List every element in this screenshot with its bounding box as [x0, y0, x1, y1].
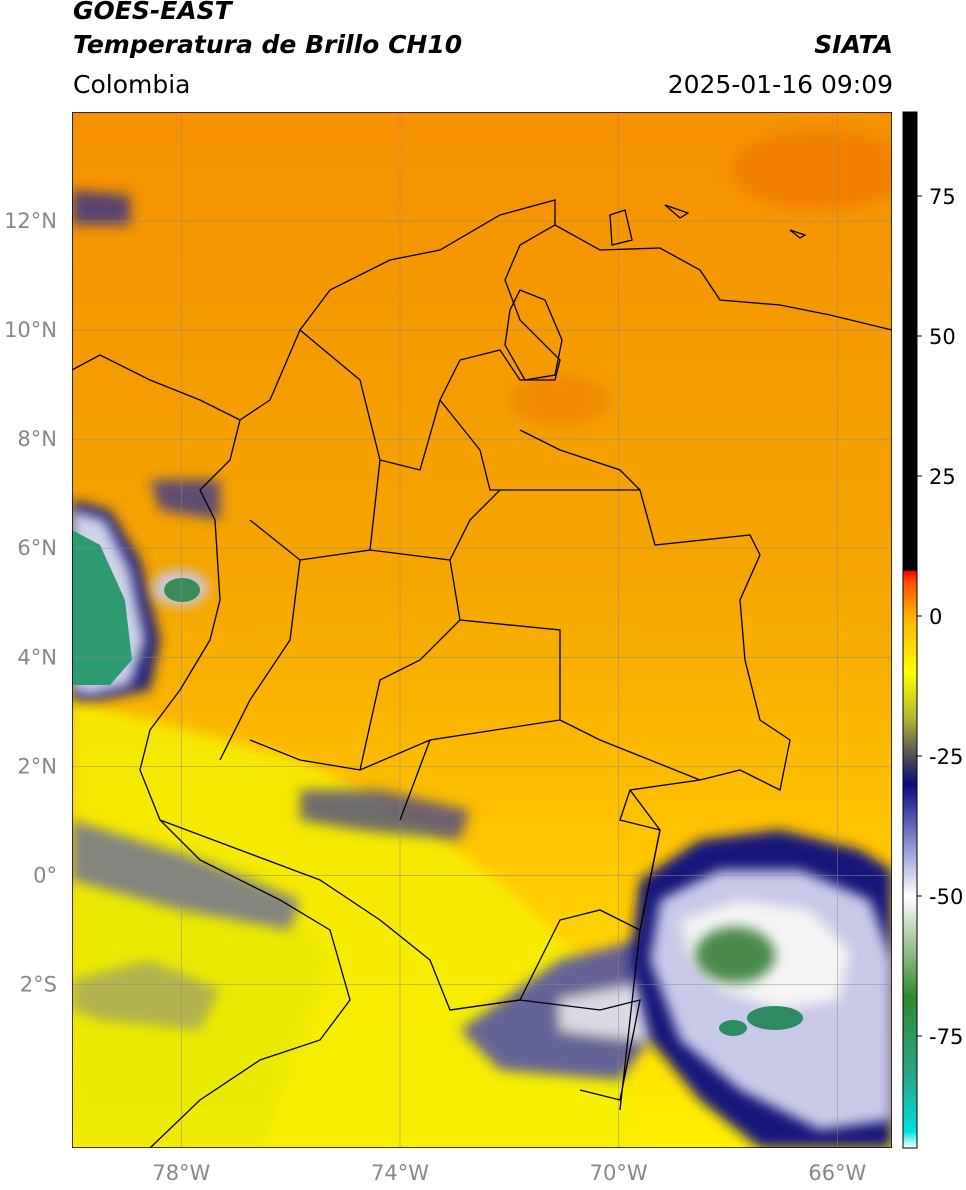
timestamp-label: 2025-01-16 09:09 [667, 70, 893, 99]
islands [609, 204, 807, 246]
colorbar-tick-label-2: 25 [929, 465, 956, 489]
satellite-title: GOES-EAST [73, 0, 232, 25]
borders [72, 199, 892, 1148]
lat-tick-label-1: 10°N [4, 318, 57, 342]
colorbar-scale [902, 111, 918, 1149]
latitude-axis: 12°N 10°N 8°N 6°N 4°N 2°N 0° 2°S [4, 209, 57, 996]
lat-tick-label-7: 2°S [20, 972, 57, 996]
lat-tick-label-0: 12°N [4, 209, 57, 233]
convective-storm-southeast [630, 830, 892, 1148]
brand-label: SIATA [814, 30, 893, 59]
colorbar-ticks: 75 50 25 0 -25 -50 -75 [917, 185, 963, 1049]
colorbar-tick-label-4: -25 [929, 745, 963, 769]
lat-tick-label-3: 6°N [17, 536, 57, 560]
region-label: Colombia [73, 70, 191, 99]
colorbar-tick-label-3: 0 [929, 605, 942, 629]
colorbar-tick-label-5: -50 [929, 885, 963, 909]
graticule [72, 112, 892, 1148]
lat-tick-label-4: 4°N [17, 645, 57, 669]
brazil-border [619, 789, 661, 1111]
colorbar: 75 50 25 0 -25 -50 -75 [902, 111, 963, 1149]
lake-maracaibo [504, 289, 563, 381]
warm-cloud-free-area [510, 130, 892, 425]
lat-tick-label-5: 2°N [17, 754, 57, 778]
venezuela-coast [554, 224, 892, 331]
lon-tick-label-1: 74°W [371, 1161, 429, 1185]
colombia-outline [139, 199, 791, 1011]
panama-border [72, 354, 241, 421]
ecuador-border [149, 819, 351, 1148]
map-area [72, 112, 892, 1148]
convective-storm-pacific [72, 500, 208, 700]
lon-tick-label-0: 78°W [152, 1161, 210, 1185]
lat-tick-label-6: 0° [33, 863, 57, 887]
product-title: Temperatura de Brillo CH10 [73, 30, 463, 59]
lat-tick-label-2: 8°N [17, 427, 57, 451]
colorbar-tick-label-1: 50 [929, 325, 956, 349]
venezuela-border [519, 429, 641, 491]
colorbar-tick-label-0: 75 [929, 185, 956, 209]
lon-tick-label-3: 66°W [808, 1161, 866, 1185]
peru-border [449, 999, 641, 1101]
internal-division [219, 329, 701, 821]
lon-tick-label-2: 70°W [590, 1161, 648, 1185]
colorbar-tick-label-6: -75 [929, 1025, 963, 1049]
longitude-axis: 78°W 74°W 70°W 66°W [152, 1161, 866, 1185]
